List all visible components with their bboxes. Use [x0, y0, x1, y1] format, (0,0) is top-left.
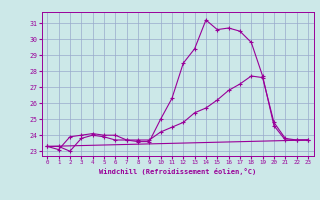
X-axis label: Windchill (Refroidissement éolien,°C): Windchill (Refroidissement éolien,°C): [99, 168, 256, 175]
